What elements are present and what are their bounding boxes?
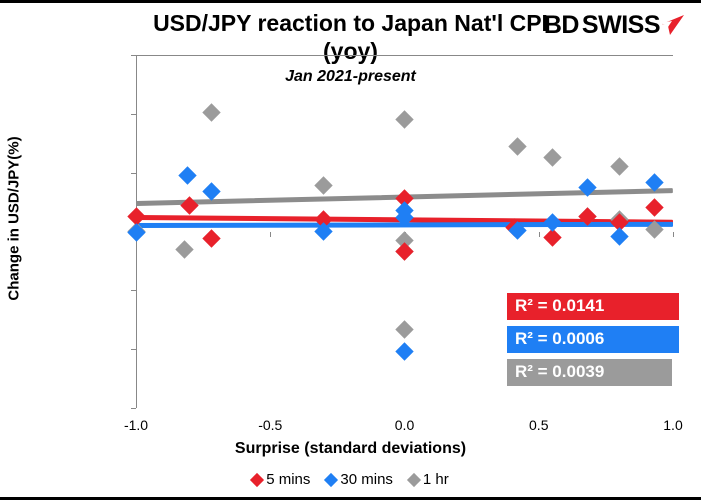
x-axis-title: Surprise (standard deviations) (234, 440, 467, 457)
data-point (542, 148, 562, 167)
legend-diamond-gray-icon (406, 472, 421, 487)
x-tick-label: -0.5 (258, 417, 283, 433)
legend-label-30mins: 30 mins (340, 471, 393, 488)
r-squared-5mins: R² = 0.0141 (507, 293, 679, 320)
data-point (177, 165, 197, 185)
y-tick-mark (131, 55, 136, 56)
data-point (395, 319, 414, 339)
data-point (395, 242, 414, 261)
y-tick-mark (131, 172, 136, 174)
x-tick-mark (673, 231, 674, 237)
legend-label-5mins: 5 mins (266, 471, 311, 488)
data-point (395, 110, 414, 129)
y-tick-mark (131, 290, 136, 292)
data-point (395, 342, 414, 361)
logo-swoosh-icon (661, 15, 684, 35)
legend-diamond-blue-icon (324, 472, 339, 487)
data-point (610, 227, 629, 246)
x-tick-label: 0.5 (529, 417, 549, 433)
legend-diamond-red-icon (250, 472, 265, 487)
data-point (201, 182, 221, 201)
data-point (201, 229, 221, 248)
x-tick-label: 0.0 (394, 417, 415, 433)
y-axis-title: Change in USD/JPY(%) (2, 3, 26, 433)
data-point (314, 176, 334, 195)
data-point (542, 212, 562, 232)
data-point (175, 239, 194, 259)
x-tick-label: 1.0 (663, 417, 683, 433)
legend-item-1hr: 1 hr (406, 471, 449, 488)
data-point (508, 137, 527, 156)
logo-text-swiss: SWISS (581, 10, 661, 39)
x-tick-label: -1.0 (123, 417, 149, 433)
legend-label-1hr: 1 hr (422, 471, 449, 488)
y-tick-mark (131, 408, 136, 409)
data-point (201, 103, 221, 122)
x-tick-mark (270, 231, 272, 237)
legend-item-5mins: 5 mins (250, 471, 311, 488)
y-tick-mark (131, 113, 136, 115)
plot-area: 0.15%0.10%0.05%0.00%-0.05%-0.10%-0.15% -… (124, 55, 683, 433)
data-point (645, 198, 664, 218)
r-squared-30mins: R² = 0.0006 (507, 326, 679, 353)
logo-text-bd: BD (543, 10, 580, 39)
legend-item-30mins: 30 mins (324, 471, 393, 488)
x-tick-mark (538, 231, 540, 237)
chart-legend: 5 mins 30 mins 1 hr (0, 471, 701, 488)
r-squared-legend: R² = 0.0141 R² = 0.0006 R² = 0.0039 (507, 293, 679, 392)
y-tick-mark (131, 349, 136, 351)
x-axis-line (136, 55, 673, 56)
bdswiss-logo: BD SWISS (544, 11, 687, 39)
r-squared-1hr: R² = 0.0039 (507, 359, 672, 386)
y-axis-title-label: Change in USD/JPY(%) (5, 135, 23, 301)
data-point (610, 157, 629, 176)
